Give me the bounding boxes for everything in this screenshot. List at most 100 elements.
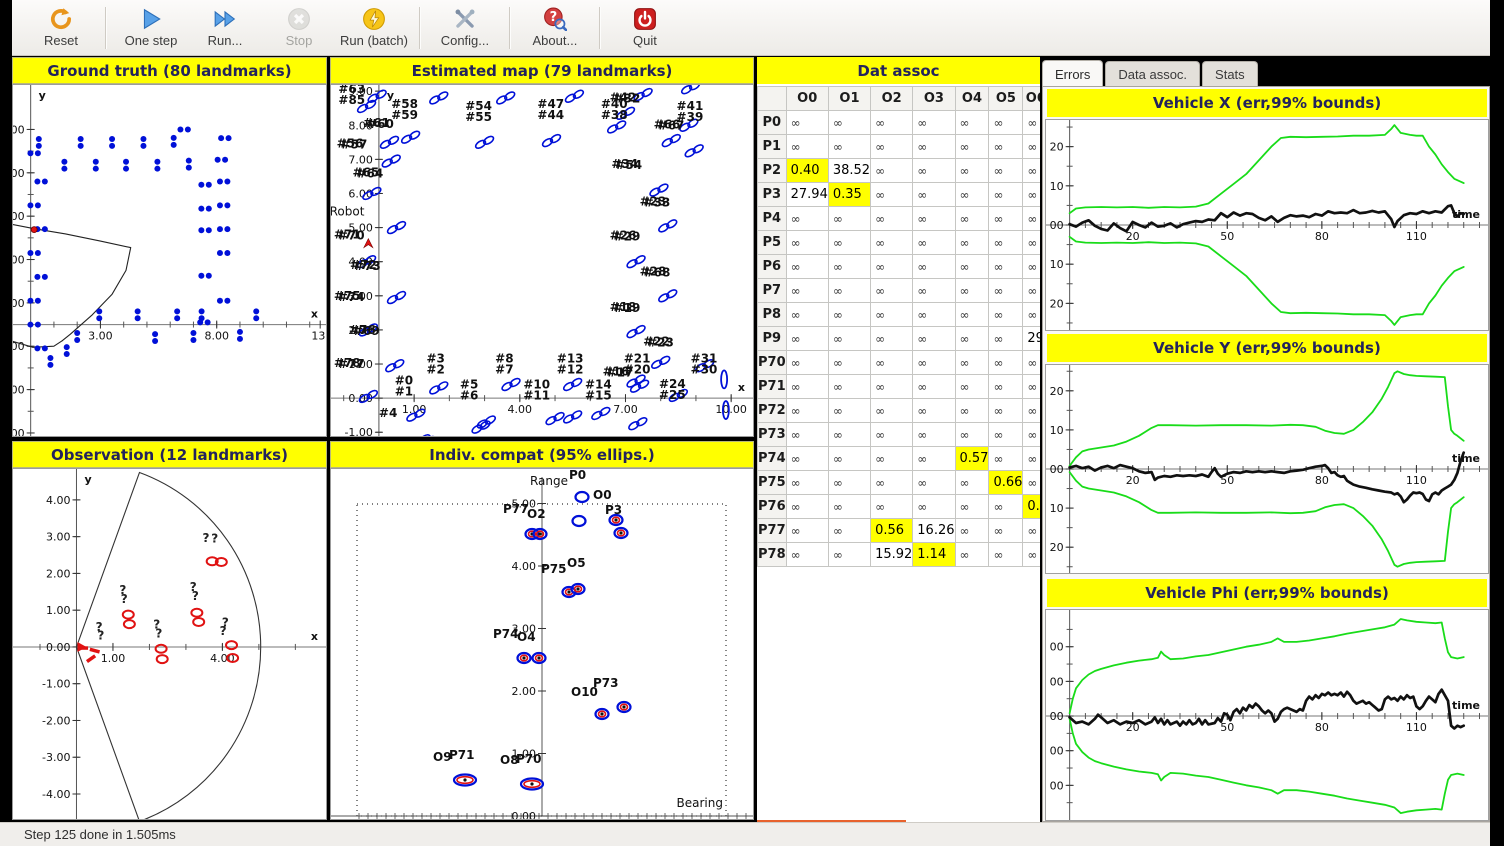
table-row-P6: P6 ∞ ∞ ∞ ∞ ∞ ∞ ∞ bbox=[757, 254, 1040, 279]
stop-label: Stop bbox=[285, 33, 313, 48]
help-icon: ? bbox=[544, 7, 567, 31]
svg-text:x: x bbox=[311, 630, 318, 643]
cell-infinity: ∞ bbox=[954, 470, 990, 495]
svg-text:50: 50 bbox=[1220, 230, 1234, 243]
svg-text:#17: #17 bbox=[607, 366, 634, 380]
cell-infinity: ∞ bbox=[870, 158, 914, 183]
svg-text:-3.00: -3.00 bbox=[42, 751, 70, 764]
svg-text:#21: #21 bbox=[624, 351, 651, 365]
estimated-map-header: Estimated map (79 landmarks) bbox=[330, 57, 754, 84]
cell-infinity: ∞ bbox=[912, 398, 956, 423]
stop-icon bbox=[288, 8, 310, 30]
cell-infinity: ∞ bbox=[870, 422, 914, 447]
cell-infinity: ∞ bbox=[870, 470, 914, 495]
cell-infinity: ∞ bbox=[785, 446, 829, 471]
reset-label: Reset bbox=[44, 33, 78, 48]
reset-button[interactable]: Reset bbox=[28, 3, 94, 53]
column-header-O5: O5 bbox=[988, 86, 1024, 111]
svg-text:#18: #18 bbox=[610, 300, 637, 314]
cell-infinity: ∞ bbox=[870, 302, 914, 327]
run-button[interactable]: Run... bbox=[192, 3, 258, 53]
about-label: About... bbox=[532, 33, 578, 48]
svg-text:.00: .00 bbox=[13, 123, 25, 136]
cell-infinity: ∞ bbox=[1022, 470, 1040, 495]
estimated-map-plot[interactable]: 1.00 4.00 7.00 10.00 9.00 8.00 7.00 6.00 5.00 4.0… bbox=[330, 84, 754, 437]
cell-infinity: ∞ bbox=[912, 350, 956, 375]
cell-value: 0.56 bbox=[870, 518, 914, 543]
reset-arrow-icon bbox=[50, 8, 72, 30]
cell-infinity: ∞ bbox=[954, 182, 990, 207]
svg-text:?: ? bbox=[222, 615, 229, 629]
config-label: Config... bbox=[440, 33, 490, 48]
one-step-button[interactable]: One step bbox=[118, 3, 184, 53]
svg-text:y: y bbox=[84, 473, 91, 486]
svg-text:P73: P73 bbox=[593, 676, 619, 690]
svg-text:#67: #67 bbox=[658, 119, 685, 133]
cell-infinity: ∞ bbox=[912, 326, 956, 351]
fast-forward-icon bbox=[214, 10, 236, 28]
svg-text:#56: #56 bbox=[337, 136, 364, 150]
stop-button: Stop bbox=[266, 3, 332, 53]
svg-text:7.00: 7.00 bbox=[348, 153, 373, 166]
cell-infinity: ∞ bbox=[988, 374, 1024, 399]
cell-infinity: ∞ bbox=[1022, 206, 1040, 231]
error-chart-0[interactable]: 20 50 80 110 20 10 00 10 20 time bbox=[1045, 119, 1489, 331]
observation-canvas: 1.00 4.004.003.002.001.000.00-1.00-2.00-3… bbox=[13, 469, 326, 819]
cell-infinity: ∞ bbox=[988, 206, 1024, 231]
svg-text:00: 00 bbox=[1050, 641, 1064, 654]
observation-plot[interactable]: 1.00 4.00 4.00 3.00 2.00 1.00 0.00 -1.00 -2.00 -3… bbox=[12, 468, 327, 820]
table-row-P1: P1 ∞ ∞ ∞ ∞ ∞ ∞ ∞ bbox=[757, 134, 1040, 159]
tab-errors[interactable]: Errors bbox=[1042, 60, 1104, 86]
svg-text:#8: #8 bbox=[495, 351, 513, 365]
svg-text:P71: P71 bbox=[449, 748, 475, 762]
cell-infinity: ∞ bbox=[988, 230, 1024, 255]
cell-infinity: ∞ bbox=[988, 278, 1024, 303]
tab-stats[interactable]: Stats bbox=[1202, 61, 1258, 86]
svg-text:10: 10 bbox=[1050, 180, 1064, 193]
table-row-P75: P75 ∞ ∞ ∞ ∞ ∞ 0.66 ∞ bbox=[757, 470, 1040, 495]
svg-text:.00: .00 bbox=[13, 254, 25, 267]
svg-text:00: 00 bbox=[1050, 745, 1064, 758]
config-button[interactable]: Config... bbox=[432, 3, 498, 53]
cell-infinity: ∞ bbox=[912, 470, 956, 495]
row-header-P77: P77 bbox=[757, 518, 787, 543]
svg-text:?: ? bbox=[97, 629, 104, 643]
svg-text:#68: #68 bbox=[644, 265, 671, 279]
table-row-P72: P72 ∞ ∞ ∞ ∞ ∞ ∞ ∞ bbox=[757, 398, 1040, 423]
svg-text:#54: #54 bbox=[615, 158, 642, 172]
quit-label: Quit bbox=[633, 33, 657, 48]
svg-text:.00: .00 bbox=[13, 384, 25, 397]
indiv-compat-plot[interactable]: 5.00 4.00 3.00 2.00 1.00 0.00 Range Bearing P0 O0… bbox=[330, 468, 754, 820]
error-chart-2[interactable]: 20 50 80 110 00 00 00 00 00 time bbox=[1045, 609, 1489, 821]
svg-text:#25: #25 bbox=[659, 388, 686, 402]
observation-title: Observation (12 landmarks) bbox=[51, 445, 288, 464]
toolbar-separator bbox=[105, 6, 107, 49]
cell-infinity: ∞ bbox=[785, 470, 829, 495]
ground-truth-plot[interactable]: 3.00 8.00 13. .00 .00 .00 .00 .00 .00 .00 00 x y bbox=[12, 84, 327, 437]
cell-infinity: ∞ bbox=[1022, 254, 1040, 279]
column-header-O3: O3 bbox=[912, 86, 956, 111]
about-button[interactable]: ? About... bbox=[522, 3, 588, 53]
svg-text:-2.00: -2.00 bbox=[42, 714, 70, 727]
table-row-P7: P7 ∞ ∞ ∞ ∞ ∞ ∞ ∞ bbox=[757, 278, 1040, 303]
svg-text:#4: #4 bbox=[379, 406, 397, 420]
cell-infinity: ∞ bbox=[870, 110, 914, 135]
ground-truth-title: Ground truth (80 landmarks) bbox=[47, 61, 292, 80]
svg-text:O5: O5 bbox=[567, 556, 586, 570]
cell-infinity: ∞ bbox=[954, 374, 990, 399]
tab-data-assoc[interactable]: Data assoc. bbox=[1105, 61, 1201, 86]
svg-text:#33: #33 bbox=[644, 195, 671, 209]
run-batch-button[interactable]: Run (batch) bbox=[340, 3, 408, 53]
svg-text:#12: #12 bbox=[557, 362, 584, 376]
row-header-P78: P78 bbox=[757, 542, 787, 567]
cell-infinity: ∞ bbox=[827, 350, 872, 375]
data-association-table[interactable]: O0O1O2O3O4O5O6P0∞∞∞∞∞∞∞P1∞∞∞∞∞∞∞P20.4038… bbox=[757, 86, 1040, 567]
cell-infinity: ∞ bbox=[785, 398, 829, 423]
cell-infinity: ∞ bbox=[1022, 422, 1040, 447]
cell-infinity: ∞ bbox=[1022, 350, 1040, 375]
data-association-header: Dat assoc bbox=[757, 57, 1040, 84]
svg-text:.00: .00 bbox=[13, 297, 25, 310]
quit-button[interactable]: Quit bbox=[612, 3, 678, 53]
power-icon bbox=[634, 8, 656, 30]
error-chart-1[interactable]: 20 50 80 110 20 10 00 10 20 time bbox=[1045, 364, 1489, 574]
